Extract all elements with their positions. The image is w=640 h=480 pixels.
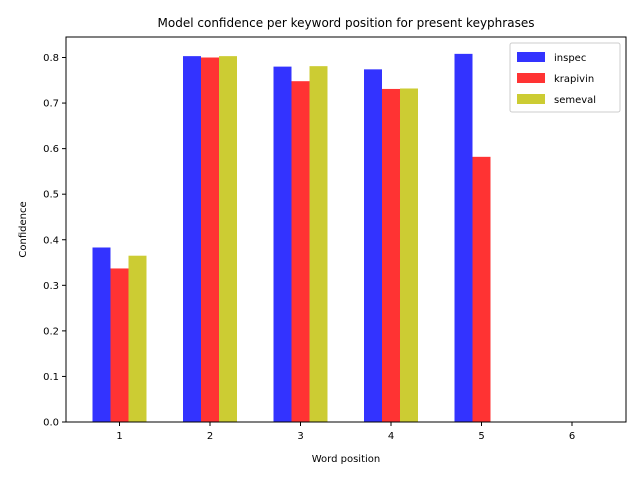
bar-semeval-pos-1 (129, 256, 147, 422)
bar-inspec-pos-1 (93, 247, 111, 422)
y-tick-label: 0.4 (43, 235, 59, 246)
legend-label-inspec: inspec (554, 53, 586, 64)
bar-inspec-pos-5 (455, 54, 473, 422)
bar-krapivin-pos-1 (111, 268, 129, 422)
y-axis: 0.0 0.1 0.2 0.3 0.4 0.5 0.6 0.7 0.8 (43, 53, 66, 428)
bar-semeval-pos-3 (310, 66, 328, 422)
bar-inspec-pos-2 (183, 56, 201, 422)
y-axis-label: Confidence (18, 201, 29, 257)
x-axis: 1 2 3 4 5 6 (116, 422, 575, 442)
y-tick-label: 0.2 (43, 326, 59, 337)
y-tick-label: 0.3 (43, 281, 59, 292)
x-tick-label: 2 (207, 431, 213, 442)
x-tick-label: 1 (116, 431, 122, 442)
bar-semeval-pos-2 (219, 56, 237, 422)
bars-layer (93, 54, 491, 422)
chart-title: Model confidence per keyword position fo… (158, 16, 535, 30)
y-tick-label: 0.6 (43, 144, 59, 155)
x-tick-label: 6 (569, 431, 575, 442)
bar-krapivin-pos-5 (473, 157, 491, 422)
legend-swatch-inspec (517, 52, 545, 62)
y-tick-label: 0.0 (43, 418, 59, 429)
x-tick-label: 5 (478, 431, 484, 442)
legend: inspec krapivin semeval (510, 43, 620, 112)
legend-swatch-semeval (517, 94, 545, 104)
y-tick-label: 0.1 (43, 372, 59, 383)
legend-label-krapivin: krapivin (554, 74, 594, 85)
bar-krapivin-pos-2 (201, 58, 219, 422)
y-tick-label: 0.8 (43, 53, 59, 64)
y-tick-label: 0.7 (43, 99, 59, 110)
bar-inspec-pos-4 (364, 69, 382, 422)
bar-semeval-pos-4 (400, 88, 418, 422)
bar-inspec-pos-3 (274, 67, 292, 422)
legend-label-semeval: semeval (554, 95, 596, 106)
x-tick-label: 4 (388, 431, 394, 442)
legend-swatch-krapivin (517, 73, 545, 83)
bar-krapivin-pos-4 (382, 89, 400, 422)
x-tick-label: 3 (297, 431, 303, 442)
bar-krapivin-pos-3 (292, 81, 310, 422)
y-tick-label: 0.5 (43, 190, 59, 201)
x-axis-label: Word position (312, 454, 381, 465)
